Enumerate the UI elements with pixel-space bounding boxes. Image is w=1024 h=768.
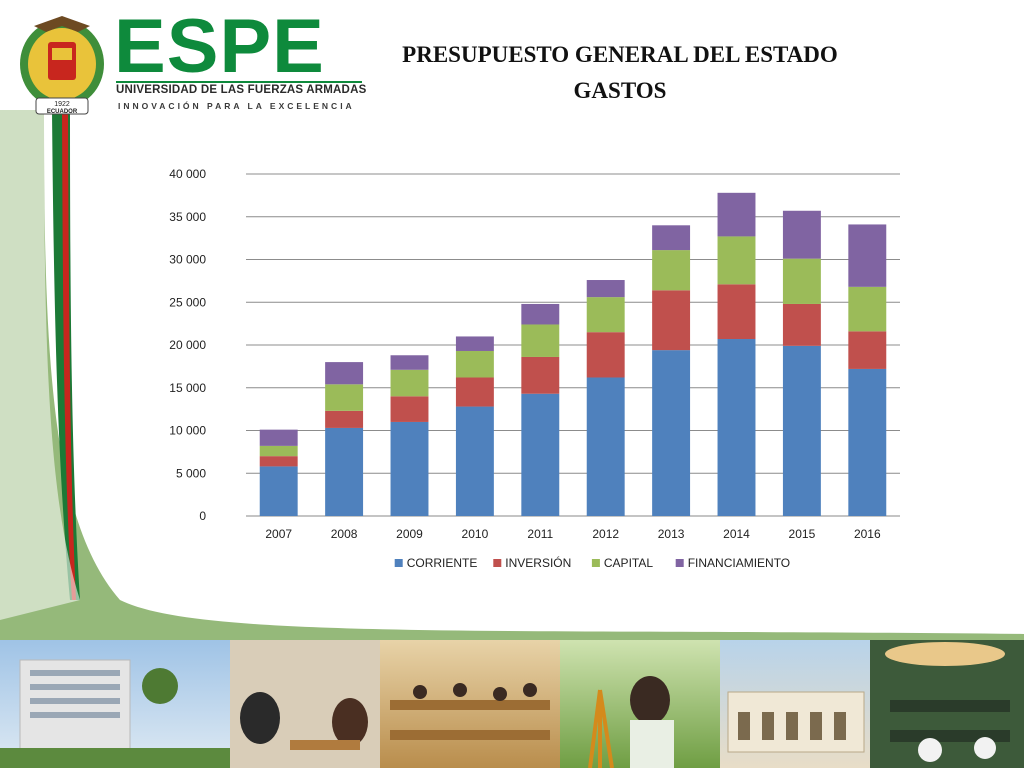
x-tick-label: 2008 [331,527,358,541]
bar-segment-financiamiento-2013 [652,225,691,251]
bar-segment-capital-2009 [390,369,429,397]
legend-item: CORRIENTE [394,556,478,570]
bar-segment-financiamiento-2011 [521,303,560,325]
bar-segment-financiamiento-2010 [455,336,494,351]
emblem-country: ECUADOR [47,109,78,115]
bar-segment-capital-2016 [848,286,887,332]
bar-segment-inversin-2014 [717,284,756,340]
y-tick-label: 35 000 [169,210,206,224]
university-emblem-icon: 1922 ECUADOR [20,16,104,115]
x-tick-label: 2016 [854,527,881,541]
slide-title: PRESUPUESTO GENERAL DEL ESTADO [402,42,838,67]
logo-motto: INNOVACIÓN PARA LA EXCELENCIA [118,101,355,111]
logo-subtitle: UNIVERSIDAD DE LAS FUERZAS ARMADAS [116,84,367,96]
y-tick-label: 5 000 [176,466,206,480]
bar-segment-inversin-2008 [325,410,364,428]
y-tick-label: 30 000 [169,253,206,267]
x-tick-label: 2011 [527,527,553,541]
legend-swatch [591,559,600,567]
x-tick-label: 2014 [723,527,750,541]
stacked-bar-chart: 0 5 000 10 000 15 000 20 000 25 000 30 000 35 0… [169,167,900,570]
bar-segment-capital-2010 [455,350,494,378]
x-tick-label: 2015 [789,527,816,541]
bar-segment-corriente-2015 [782,345,821,516]
bar-segment-corriente-2013 [652,350,691,516]
espe-logo-text: ESPE [114,4,325,89]
bar-segment-inversin-2009 [390,396,429,422]
emblem-year: 1922 [54,101,70,108]
legend-label: FINANCIAMIENTO [688,556,790,570]
bar-segment-capital-2008 [325,384,364,411]
x-tick-label: 2013 [658,527,685,541]
y-tick-label: 40 000 [169,167,206,181]
bar-segment-capital-2013 [652,250,691,291]
bar-segment-corriente-2012 [586,377,625,516]
y-tick-label: 25 000 [169,295,206,309]
bar-segment-financiamiento-2008 [325,362,364,385]
legend-swatch [675,559,684,567]
bar-segment-capital-2015 [782,258,821,304]
bar-segment-corriente-2009 [390,421,429,516]
legend-item: INVERSIÓN [493,555,571,570]
legend-label: INVERSIÓN [505,555,571,570]
bar-segment-financiamiento-2009 [390,355,429,370]
bar-segment-capital-2011 [521,324,560,357]
y-tick-label: 10 000 [169,424,206,438]
slide-subtitle: GASTOS [573,78,667,103]
bar-segment-corriente-2010 [455,406,494,516]
x-tick-label: 2010 [462,527,489,541]
x-tick-label: 2007 [265,527,292,541]
bar-segment-corriente-2007 [259,466,298,516]
x-tick-label: 2012 [592,527,619,541]
legend-item: CAPITAL [591,556,653,570]
bar-segment-corriente-2014 [717,339,756,516]
bar-segment-financiamiento-2015 [782,210,821,259]
y-tick-label: 15 000 [169,381,206,395]
legend-swatch [493,559,502,567]
bar-segment-inversin-2011 [521,356,560,394]
bar-segment-capital-2014 [717,236,756,285]
bar-segment-inversin-2015 [782,303,821,346]
bar-segment-financiamiento-2012 [586,280,625,298]
legend-label: CAPITAL [604,556,653,570]
bar-segment-inversin-2012 [586,332,625,378]
legend-item: FINANCIAMIENTO [675,556,790,570]
y-tick-label: 0 [199,509,206,523]
x-tick-label: 2009 [396,527,423,541]
bar-segment-corriente-2008 [325,427,364,516]
campus-photo-strip [0,640,1024,768]
bar-segment-financiamiento-2007 [259,429,298,446]
legend-label: CORRIENTE [407,556,478,570]
y-tick-label: 20 000 [169,338,206,352]
bar-segment-capital-2012 [586,297,625,333]
bar-segment-inversin-2007 [259,456,298,467]
legend-swatch [394,559,403,567]
bar-segment-inversin-2010 [455,377,494,407]
logo-divider [116,81,362,83]
bar-segment-capital-2007 [259,445,298,457]
bar-segment-financiamiento-2016 [848,224,887,287]
bar-segment-corriente-2016 [848,368,887,516]
bar-segment-corriente-2011 [521,393,560,516]
bar-segment-inversin-2013 [652,290,691,351]
bar-segment-financiamiento-2014 [717,192,756,237]
bar-segment-inversin-2016 [848,331,887,369]
